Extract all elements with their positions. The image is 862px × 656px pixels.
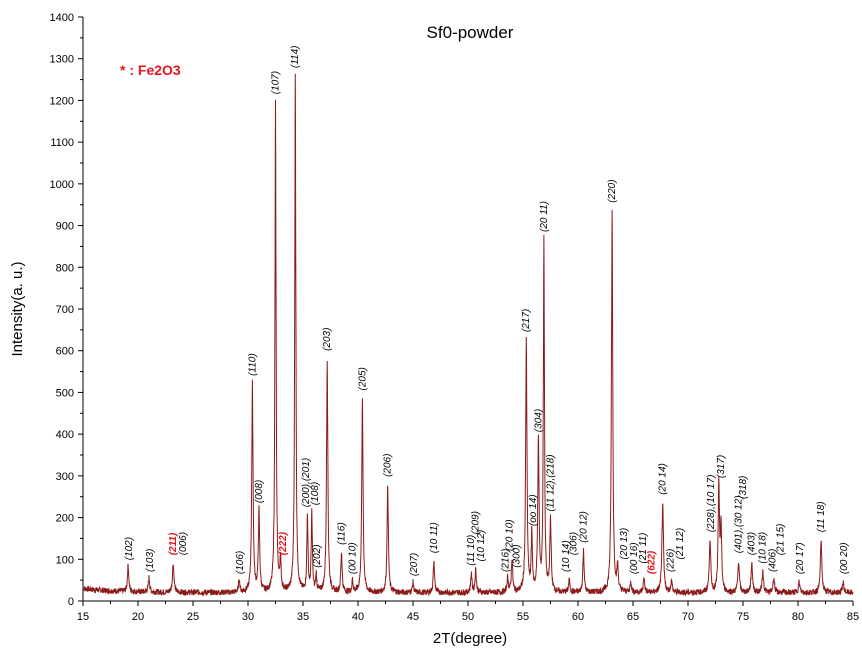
peak-label: (11 10): [466, 535, 477, 566]
y-tick-label: 400: [56, 429, 74, 441]
peak-label: (102): [124, 537, 135, 560]
x-tick-label: 65: [627, 611, 639, 623]
peak-label: (206): [383, 454, 394, 477]
peak-label: (205): [357, 367, 368, 390]
peak-label: (317): [716, 455, 727, 478]
peak-label: (222): [278, 531, 289, 555]
y-tick-label: 700: [56, 304, 74, 316]
peak-label: (00 10): [347, 542, 358, 574]
y-tick-label: 800: [56, 262, 74, 274]
peak-label: (202): [312, 544, 323, 567]
peak-label: (306): [569, 532, 580, 555]
peak-label: (21 11): [638, 533, 649, 564]
peak-label: (110): [247, 353, 258, 376]
y-tick-label: 500: [56, 387, 74, 399]
x-tick-label: 25: [187, 611, 199, 623]
peak-label: (217): [521, 309, 532, 332]
y-tick-label: 900: [56, 221, 74, 233]
peak-label: (20 12): [578, 511, 589, 543]
peak-label: (103): [145, 549, 156, 572]
x-tick-label: 85: [847, 611, 859, 623]
peak-label: (oo 14): [528, 494, 539, 526]
peak-label: (11 12),(218): [545, 454, 556, 511]
x-tick-label: 80: [792, 611, 804, 623]
peak-label: (622): [647, 550, 658, 574]
x-tick-label: 55: [517, 611, 529, 623]
peak-label: (226): [665, 549, 676, 572]
diffraction-pattern-line: [82, 73, 854, 597]
y-tick-label: 100: [56, 554, 74, 566]
y-tick-label: 600: [56, 346, 74, 358]
peak-label: (209): [471, 511, 482, 534]
peak-label: (114): [290, 45, 301, 68]
peak-label: (216): [500, 549, 511, 572]
x-axis-label: 2T(degree): [433, 630, 507, 647]
chart-title: Sf0-powder: [427, 23, 514, 42]
y-tick-label: 0: [68, 596, 74, 608]
peak-label: (108): [310, 482, 321, 505]
peak-label: (300): [511, 544, 522, 567]
peak-label: (20 17): [795, 542, 806, 574]
peak-label: (116): [336, 522, 347, 545]
peak-label: (008): [254, 480, 265, 503]
peak-label: (207): [409, 553, 420, 576]
x-tick-label: 35: [297, 611, 309, 623]
peak-label: (10 11): [429, 522, 440, 553]
y-tick-label: 1100: [50, 137, 74, 149]
peak-label: (211): [168, 532, 179, 555]
y-axis-label: Intensity(a. u.): [9, 261, 26, 356]
peak-label: (106): [235, 551, 246, 574]
peak-label: (304): [533, 409, 544, 432]
x-tick-label: 40: [352, 611, 364, 623]
axes-layer: 15 20 25 30 35 40 45 50 55 60 65 70 75 80 85 0 100 200 300…: [50, 12, 860, 623]
y-tick-label: 1200: [50, 95, 74, 107]
peak-label: (10 14): [561, 540, 572, 572]
peak-label: (228),(10 17): [706, 474, 717, 532]
peak-label: (401),(30 12): [734, 495, 745, 553]
peak-label: (406): [768, 549, 779, 572]
fe2o3-legend-note: * : Fe2O3: [120, 62, 181, 78]
x-tick-label: 70: [682, 611, 694, 623]
peak-label: (20 10): [505, 519, 516, 551]
peak-label: (006): [178, 532, 189, 555]
x-tick-label: 45: [407, 611, 419, 623]
peak-label: (11 18): [816, 501, 827, 532]
peak-label: (21 12): [675, 528, 686, 560]
y-tick-label: 1000: [50, 179, 74, 191]
peak-label: (203): [322, 328, 333, 351]
peak-annotations: (102) (103) (211)(006) (106) (110) (008) (107)…: [124, 45, 850, 576]
y-tick-label: 200: [56, 513, 74, 525]
x-tick-label: 15: [77, 611, 89, 623]
peak-label: (20 14): [658, 463, 669, 495]
peak-label: (21 15): [775, 524, 786, 556]
peak-label: (220): [607, 179, 618, 202]
x-tick-label: 60: [572, 611, 584, 623]
peak-label: (00 20): [839, 542, 850, 574]
peak-label: (318): [738, 476, 749, 499]
y-tick-label: 300: [56, 471, 74, 483]
peak-label: (10 18): [758, 532, 769, 564]
x-tick-label: 20: [132, 611, 144, 623]
peak-label: (403): [747, 532, 758, 555]
x-tick-label: 50: [462, 611, 474, 623]
peak-label: (200),(201): [301, 458, 312, 507]
peak-label: (00 16): [629, 542, 640, 574]
y-tick-label: 1300: [50, 54, 74, 66]
y-tick-label: 1400: [50, 12, 74, 24]
peak-label: (20 13): [619, 528, 630, 560]
peak-label: (10 12): [476, 530, 487, 562]
x-tick-label: 30: [242, 611, 254, 623]
x-tick-label: 75: [737, 611, 749, 623]
peak-label: (107): [270, 71, 281, 94]
peak-label: (20 11): [539, 201, 550, 232]
